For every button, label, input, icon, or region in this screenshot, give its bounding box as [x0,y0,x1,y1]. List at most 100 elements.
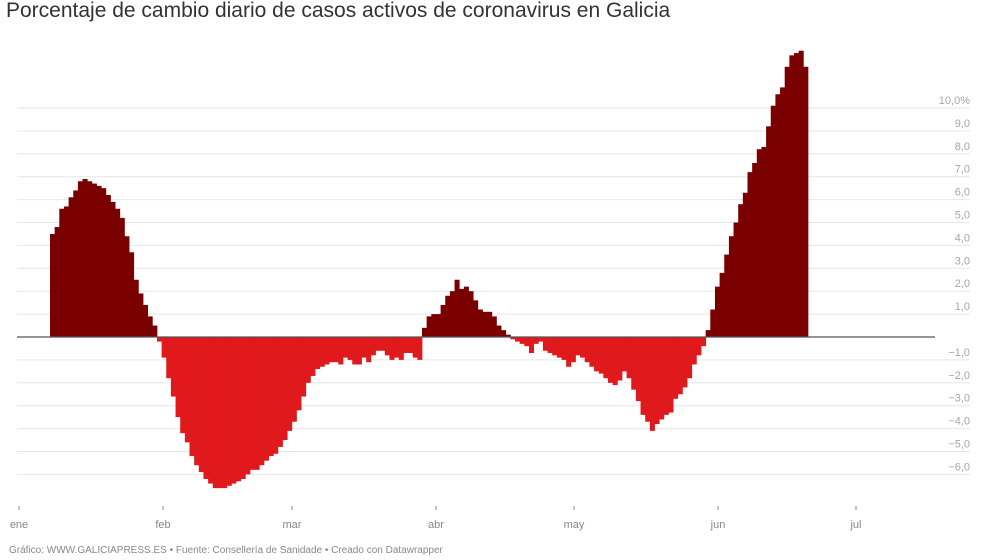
data-bar [129,252,135,337]
data-bar [454,279,460,337]
data-bar [482,311,488,337]
data-bar [133,279,139,337]
data-bar [301,337,307,397]
x-axis: ene feb mar abr may jun jul [10,506,862,531]
data-bar [170,337,176,397]
data-bar [68,197,74,337]
data-bar [152,325,158,337]
data-bar [408,337,414,354]
data-bar [775,94,781,337]
data-bar [645,337,651,422]
data-bar [198,337,204,473]
data-bar [445,295,451,337]
data-bar [603,337,609,379]
data-bar [184,337,190,443]
data-bar [82,178,88,337]
data-bar [59,208,65,337]
data-bar [584,337,590,363]
data-bar [352,337,358,365]
data-bar [626,337,632,379]
data-bar [668,337,674,413]
data-bar [356,337,362,365]
data-bar [710,309,716,337]
data-bar [143,304,149,337]
data-bar [277,337,283,447]
data-bar [677,337,683,395]
data-bar [728,236,734,337]
data-bar [370,337,376,356]
data-bar [208,337,214,484]
data-bar [538,337,544,342]
data-bar [803,66,809,337]
data-bar [394,337,400,358]
x-tick-label: abr [428,519,444,531]
data-bar [705,330,711,337]
data-bar [203,337,209,479]
data-bar [101,188,107,337]
data-bar [54,227,60,337]
data-bar [491,316,497,337]
data-bar [305,337,311,383]
data-bar [612,337,618,386]
data-bar [649,337,655,431]
data-bar [417,337,423,360]
data-bar [138,293,144,337]
data-bar [412,337,418,358]
data-bar [273,337,279,454]
y-tick-label: 4,0 [955,232,970,244]
data-bar [631,337,637,390]
data-bar [156,337,162,342]
data-bar [319,337,325,367]
data-bar [691,337,697,365]
data-bar [231,337,237,484]
data-bar [640,337,646,415]
data-bar [724,254,730,337]
data-bar [501,330,507,337]
data-bar [617,337,623,381]
data-bar [161,337,167,358]
data-bar [598,337,604,374]
data-bar [435,314,441,337]
data-bar [487,311,493,337]
data-bar [459,288,465,337]
data-bar [189,337,195,457]
bar-series [50,50,809,489]
data-bar [366,337,372,363]
data-bar [608,337,614,383]
data-bar [375,337,381,351]
data-bar [310,337,316,376]
y-tick-label: 5,0 [955,210,970,222]
data-bar [96,185,102,337]
data-bar [259,337,265,466]
data-bar [463,286,469,337]
data-bar [552,337,558,356]
data-bar [333,337,339,363]
data-bar [556,337,562,358]
data-bar [468,291,474,337]
data-bar [505,334,511,337]
data-bar [789,55,795,337]
x-tick-label: jul [849,519,861,531]
data-bar [714,286,720,337]
data-bar [398,337,404,360]
data-bar [589,337,595,367]
data-bar [663,337,669,415]
data-bar [384,337,390,356]
data-bar [659,337,665,420]
data-bar [422,327,428,337]
data-bar [780,87,786,337]
data-bar [296,337,302,411]
data-bar [175,337,181,418]
data-bar [91,183,97,337]
data-bar [194,337,200,466]
data-bar [701,337,707,347]
y-tick-label: 7,0 [955,164,970,176]
y-tick-label: 1,0 [955,301,970,313]
data-bar [77,181,83,337]
data-bar [542,337,548,351]
data-bar [561,337,567,360]
data-bar [766,126,772,337]
data-bar [282,337,288,441]
gridlines [17,107,970,475]
data-bar [547,337,553,354]
